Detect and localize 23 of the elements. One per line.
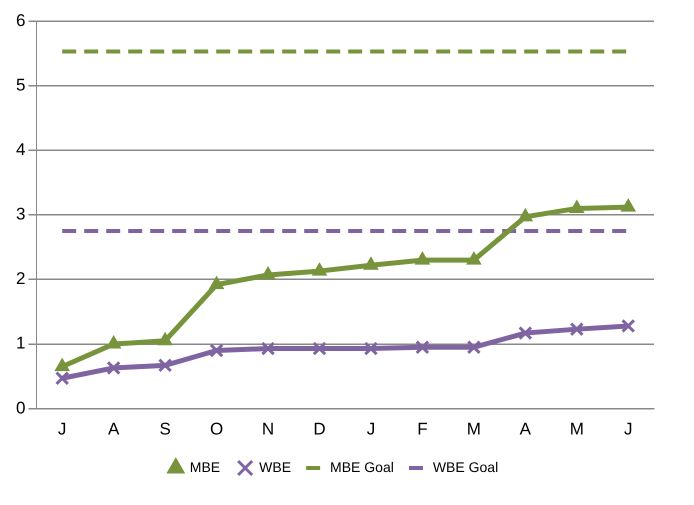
x-tick-label: A [108, 419, 120, 438]
legend-label: MBE Goal [330, 458, 394, 475]
y-tick-label: 2 [16, 269, 26, 288]
x-tick-label: N [262, 419, 274, 438]
x-tick-label: F [417, 419, 428, 438]
y-tick-label: 0 [16, 398, 26, 418]
x-tick-label: J [624, 419, 633, 438]
x-tick-label: S [159, 419, 171, 438]
y-tick-label: 1 [16, 334, 26, 353]
legend-label: WBE Goal [432, 458, 498, 475]
x-tick-label: O [210, 419, 224, 438]
legend-label: MBE [190, 458, 220, 475]
legend-label: WBE [259, 458, 292, 475]
x-tick-label: J [58, 419, 66, 438]
y-tick-label: 4 [16, 140, 26, 160]
y-tick-label: 6 [16, 10, 26, 30]
x-tick-label: A [520, 419, 532, 438]
x-tick-label: M [570, 419, 584, 438]
x-tick-label: J [366, 419, 376, 438]
y-tick-label: 5 [16, 75, 26, 94]
x-tick-label: D [313, 419, 326, 438]
y-tick-label: 3 [16, 204, 26, 224]
x-tick-label: M [466, 419, 481, 438]
